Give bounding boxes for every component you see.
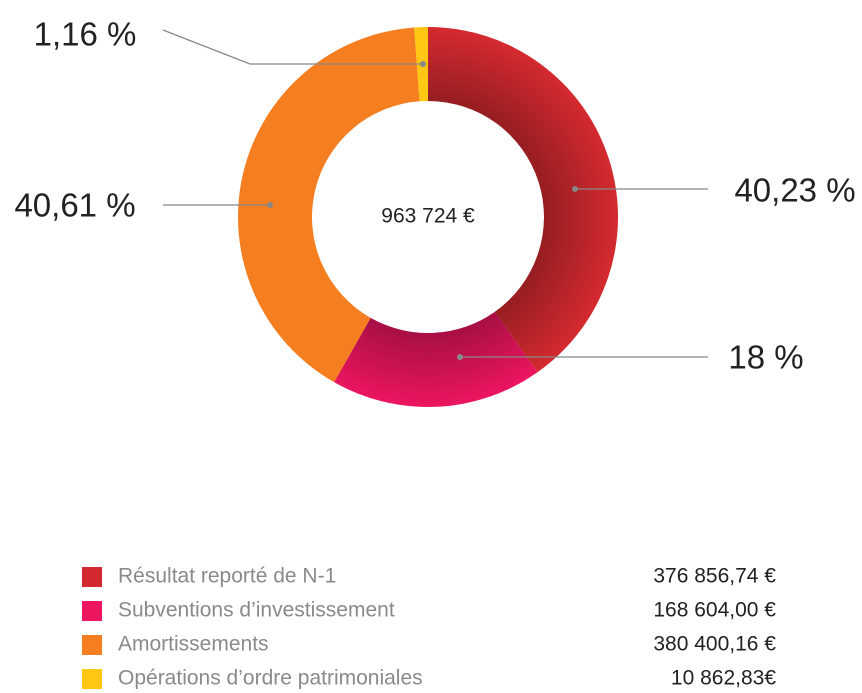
data-label: 40,23 % <box>734 172 855 209</box>
legend-amount: 168 604,00 € <box>653 599 776 622</box>
leader-dot <box>420 61 426 67</box>
leader-dot <box>457 354 463 360</box>
slice-shade <box>428 27 618 373</box>
legend-amount: 376 856,74 € <box>653 565 776 588</box>
legend-label: Amortissements <box>118 633 269 656</box>
legend-swatch <box>82 567 102 587</box>
legend-label: Résultat reporté de N-1 <box>118 565 336 588</box>
leader-line <box>162 29 423 65</box>
legend-amount: 10 862,83€ <box>671 667 776 690</box>
data-label: 18 % <box>728 339 803 376</box>
slice-shade <box>334 311 538 407</box>
center-label: 963 724 € <box>381 205 475 228</box>
data-label: 40,61 % <box>14 187 135 224</box>
leader-dot <box>572 186 578 192</box>
data-label: 1,16 % <box>34 16 137 53</box>
legend-swatch <box>82 635 102 655</box>
legend-label: Subventions d’investissement <box>118 599 395 622</box>
donut-slice <box>237 27 420 383</box>
legend-swatch <box>82 601 102 621</box>
leader-dot <box>267 202 273 208</box>
legend-label: Opérations d’ordre patrimoniales <box>118 667 423 690</box>
legend-amount: 380 400,16 € <box>653 633 776 656</box>
legend-swatch <box>82 669 102 689</box>
